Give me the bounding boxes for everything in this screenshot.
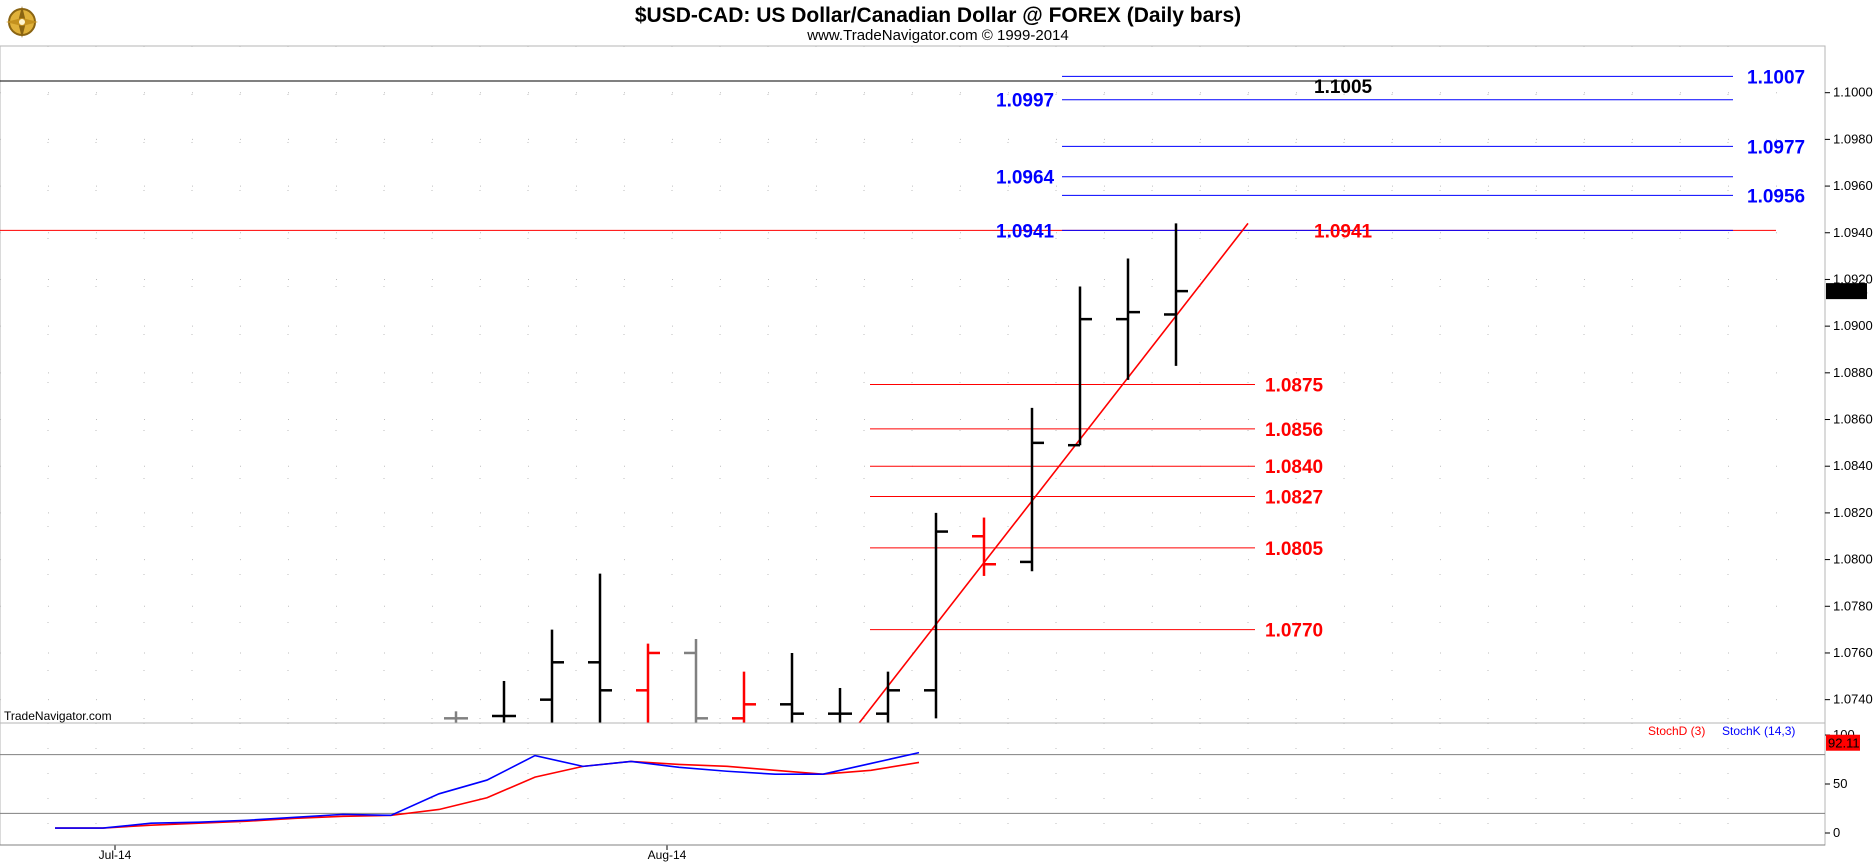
logo-icon (6, 6, 38, 38)
price-tick-label: 1.0900 (1833, 318, 1873, 333)
fib-blue-label: 1.0997 (996, 91, 1054, 112)
stochastic-panel: StochD (3) StochK (14,3) (0, 722, 1826, 846)
watermark-text: TradeNavigator.com (4, 709, 112, 723)
chart-title: $USD-CAD: US Dollar/Canadian Dollar @ FO… (635, 4, 1241, 27)
ohlc-bar (876, 671, 900, 723)
ohlc-bars (444, 223, 1188, 723)
price-axis: 1.0740 1.0760 1.0780 1.0800 1.0820 1.0840 1.08… (1825, 85, 1873, 707)
trendline (858, 222, 1249, 724)
fib-red-label: 1.0856 (1265, 420, 1323, 441)
fib-red-label: 1.0827 (1265, 488, 1323, 509)
ohlc-bar (540, 629, 564, 723)
stoch-value-bg (1826, 734, 1860, 751)
ohlc-bar (732, 671, 756, 723)
last-price-label: 1.0915 (1828, 284, 1868, 299)
price-tick-label: 1.0940 (1833, 225, 1873, 240)
price-level-lines (0, 75, 1776, 631)
stoch-tick-label: 50 (1833, 776, 1847, 791)
price-tick-label: 1.0820 (1833, 505, 1873, 520)
legend-stoch-k: StochK (14,3) (1722, 724, 1795, 738)
price-tick-label: 1.1000 (1833, 85, 1873, 100)
stoch-value-label: 92.11 (1828, 736, 1860, 751)
price-tick-label: 1.0780 (1833, 598, 1873, 613)
ohlc-bar (780, 652, 804, 723)
ohlc-bar (588, 573, 612, 723)
price-level-labels: 1.1005 1.0941 1.0875 1.0856 1.0840 1.0827 1.08… (996, 67, 1805, 641)
fib-red-label: 1.0770 (1265, 621, 1323, 642)
price-tick-label: 1.0840 (1833, 458, 1873, 473)
price-panel: 1.1005 1.0941 1.0875 1.0856 1.0840 1.0827 1.08… (0, 45, 1826, 724)
stoch-value-badge: 92.11 (1826, 734, 1860, 751)
ohlc-bar (1020, 407, 1044, 572)
stoch-tick-label: 0 (1833, 825, 1840, 840)
fib-blue-label: 1.0941 (996, 221, 1055, 242)
last-price-bg (1826, 283, 1867, 300)
ohlc-bar (444, 711, 468, 723)
price-tick-label: 1.0860 (1833, 412, 1873, 427)
ohlc-bar (924, 512, 948, 719)
fib-blue-label: 1.1007 (1747, 67, 1805, 88)
fib-blue-label: 1.0956 (1747, 186, 1805, 207)
ohlc-bar (1164, 223, 1188, 366)
fib-red-label: 1.0840 (1265, 457, 1323, 478)
ohlc-bar (972, 517, 996, 576)
ohlc-bar (1068, 286, 1092, 447)
fib-blue-label: 1.0977 (1747, 137, 1805, 158)
date-tick-label: Aug-14 (648, 848, 687, 862)
ohlc-bar (492, 680, 516, 723)
date-tick-label: Jul-14 (99, 848, 132, 862)
price-tick-label: 1.0920 (1833, 271, 1873, 286)
fib-blue-label: 1.0964 (996, 168, 1055, 189)
stoch-d-line (55, 760, 920, 829)
price-tick-label: 1.0760 (1833, 645, 1873, 660)
fib-red-label: 1.0875 (1265, 376, 1324, 397)
chart-subtitle: www.TradeNavigator.com © 1999-2014 (806, 27, 1068, 44)
level-label: 1.1005 (1314, 77, 1373, 98)
stochastic-lines (55, 751, 920, 829)
price-tick-label: 1.0960 (1833, 178, 1873, 193)
date-axis: Jul-14 Aug-14 (0, 844, 1825, 862)
price-tick-label: 1.0980 (1833, 131, 1873, 146)
level-label: 1.0941 (1314, 221, 1373, 242)
ohlc-bar (636, 643, 660, 723)
stoch-k-line (55, 751, 920, 829)
ohlc-bar (684, 638, 708, 723)
price-tick-label: 1.0800 (1833, 552, 1873, 567)
legend-stoch-d: StochD (3) (1648, 724, 1705, 738)
price-tick-label: 1.0880 (1833, 365, 1873, 380)
trendline-segment (858, 222, 1249, 724)
last-price-badge: 1.0915 (1826, 283, 1868, 300)
ohlc-bar (828, 687, 852, 723)
price-tick-label: 1.0740 (1833, 692, 1873, 707)
ohlc-bar (1116, 258, 1140, 380)
fib-red-label: 1.0805 (1265, 539, 1324, 560)
